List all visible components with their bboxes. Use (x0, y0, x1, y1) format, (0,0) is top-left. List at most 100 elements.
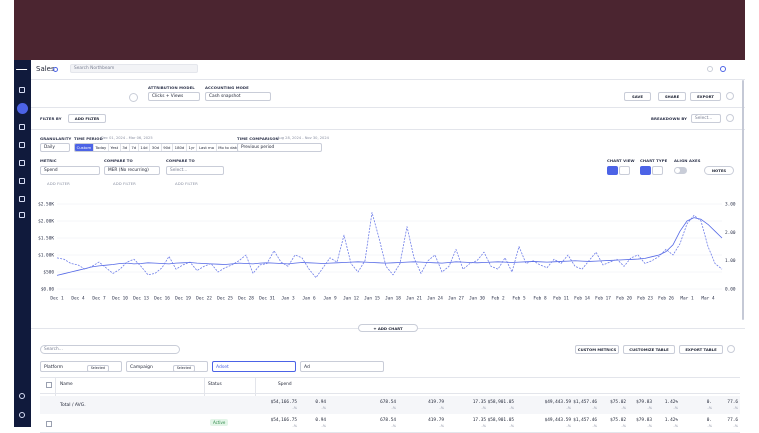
breakdown-name: Platform (44, 365, 63, 370)
granularity-select[interactable]: Daily (40, 143, 70, 152)
cell-value: $49,443.59 (544, 400, 571, 405)
export-table-button[interactable]: EXPORT TABLE (679, 345, 723, 354)
preset[interactable]: 3d (119, 144, 129, 151)
preset[interactable]: 30d (149, 144, 160, 151)
cell-change: -% (566, 424, 571, 428)
nav-icon-active[interactable] (17, 103, 28, 114)
table-row (40, 414, 740, 433)
share-button[interactable]: SHARE (658, 92, 686, 101)
date-range: Dec 01, 2024 - Mar 06, 2025 (101, 136, 153, 140)
user-icon[interactable] (707, 66, 713, 72)
x-tick-label: Feb 2 (491, 296, 505, 302)
breakdown-tab[interactable]: Campaign Selected (126, 361, 208, 372)
nav-icon[interactable] (19, 124, 25, 130)
nav-icon[interactable] (19, 142, 25, 148)
table-search[interactable]: Search... (40, 345, 180, 354)
column-header[interactable]: Spend (278, 382, 292, 387)
label: COMPARE TO (166, 158, 195, 163)
add-filter-link[interactable]: ADD FILTER (47, 181, 70, 186)
cell-change: -% (621, 406, 626, 410)
preset[interactable]: Last mo (196, 144, 215, 151)
cell-value: $79.83 (636, 418, 652, 423)
checkbox[interactable] (46, 421, 52, 427)
x-tick-label: Mar 1 (680, 296, 694, 302)
type-toggle[interactable] (652, 166, 663, 175)
x-tick-label: Feb 8 (533, 296, 547, 302)
align-switch[interactable] (674, 167, 687, 174)
cell-change: -% (621, 424, 626, 428)
add-filter-link[interactable]: ADD FILTER (175, 181, 198, 186)
customize-table-button[interactable]: CUSTOMIZE TABLE (623, 345, 675, 354)
cell-value: $1,457.46 (573, 400, 597, 405)
breakdown-name: Ad (304, 365, 310, 370)
compare-select[interactable]: Select... (166, 166, 224, 175)
accounting-select[interactable]: Cash snapshot (205, 92, 271, 101)
notes-button[interactable]: NOTES (704, 166, 734, 175)
cell-change: -% (481, 406, 486, 410)
preset-active[interactable]: Custom (75, 144, 93, 151)
label: GRANULARITY (40, 136, 72, 141)
nav-icon[interactable] (19, 412, 25, 418)
view-toggle-active[interactable] (607, 166, 618, 175)
custom-metrics-button[interactable]: CUSTOM METRICS (575, 345, 619, 354)
cell-value: 678.54 (380, 400, 396, 405)
selected-tag: Selected (172, 364, 195, 372)
view-toggle[interactable] (619, 166, 630, 175)
label: CHART TYPE (640, 158, 668, 163)
collapse-button[interactable] (129, 93, 138, 102)
search-input[interactable]: Search Northbeam (70, 64, 198, 73)
series-line (56, 212, 723, 279)
preset[interactable]: Mo to date (215, 144, 241, 151)
chart: $0.00 $500 $1.00K $1.50K $2.00K $2.50K 0.00 1.0… (38, 202, 736, 302)
preset[interactable]: 14d (137, 144, 149, 151)
more-button[interactable] (726, 114, 734, 122)
breakdown-tab[interactable]: Adset (212, 361, 296, 372)
cell-change: -% (566, 406, 571, 410)
info-icon[interactable] (53, 67, 58, 72)
nav-icon[interactable] (19, 87, 25, 93)
header-row (40, 377, 740, 394)
preset[interactable]: 1yr (185, 144, 196, 151)
add-chart-button[interactable]: + ADD CHART (358, 324, 418, 332)
more-button[interactable] (726, 92, 734, 100)
nav-icon[interactable] (19, 212, 25, 218)
cell-change: -% (592, 424, 597, 428)
breakdown-tab[interactable]: Ad (300, 361, 384, 372)
preset[interactable]: Yest (107, 144, 120, 151)
attribution-select[interactable]: Clicks + Views (148, 92, 200, 101)
row-label: Total / AVG. (60, 403, 86, 408)
column-header[interactable]: Name (60, 382, 73, 387)
column-header[interactable]: Status (208, 382, 222, 387)
x-tick-label: Jan 27 (448, 296, 464, 302)
cell-value: 678.54 (380, 418, 396, 423)
nav-icon[interactable] (19, 393, 25, 399)
selected-tag: Selected (86, 364, 109, 372)
breakdown-select[interactable]: Select... (691, 114, 721, 123)
comparison-select[interactable]: Previous period (237, 143, 322, 152)
more-button[interactable] (727, 345, 735, 353)
settings-icon[interactable] (720, 66, 726, 72)
add-filter-button[interactable]: ADD FILTER (68, 114, 106, 123)
nav-icon[interactable] (19, 160, 25, 166)
preset[interactable]: Today (92, 144, 108, 151)
checkbox[interactable] (46, 382, 52, 388)
compare-select[interactable]: MER (No recurring) (104, 166, 160, 175)
nav-icon[interactable] (19, 178, 25, 184)
export-button[interactable]: EXPORT (690, 92, 721, 101)
metric-select[interactable]: Spend (40, 166, 100, 175)
x-tick-label: Jan 6 (302, 296, 316, 302)
preset[interactable]: 7d (128, 144, 138, 151)
x-tick-label: Dec 28 (238, 296, 254, 302)
type-toggle-active[interactable] (640, 166, 651, 175)
breakdown-tab[interactable]: Platform Selected (40, 361, 122, 372)
cell-change: -% (647, 424, 652, 428)
add-filter-link[interactable]: ADD FILTER (113, 181, 136, 186)
preset[interactable]: 180d (172, 144, 186, 151)
x-tick-label: Jan 24 (427, 296, 443, 302)
switch-knob (675, 168, 680, 173)
preset[interactable]: 90d (160, 144, 172, 151)
x-tick-label: Feb 17 (595, 296, 611, 302)
save-button[interactable]: SAVE (624, 92, 651, 101)
nav-icon[interactable] (19, 196, 25, 202)
